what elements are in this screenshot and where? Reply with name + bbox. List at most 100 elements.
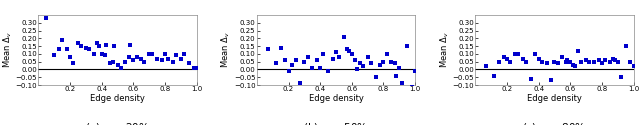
Point — [113, 64, 123, 66]
Point — [628, 65, 639, 67]
Point — [331, 51, 341, 53]
Point — [302, 56, 312, 58]
Point — [537, 61, 547, 63]
Point — [93, 45, 104, 47]
Point — [344, 50, 354, 52]
Point — [323, 70, 333, 72]
Point — [41, 17, 51, 19]
Point — [97, 53, 107, 55]
Point — [561, 61, 571, 63]
Point — [89, 53, 99, 55]
Point — [176, 58, 186, 59]
Point — [597, 62, 607, 64]
Point — [581, 59, 591, 61]
Point — [549, 61, 559, 63]
Point — [557, 56, 568, 58]
Text: (c) $p_r = 80\%$: (c) $p_r = 80\%$ — [522, 121, 586, 125]
Point — [108, 61, 118, 63]
Point — [342, 48, 352, 50]
Y-axis label: Mean $\Delta_v$: Mean $\Delta_v$ — [438, 32, 451, 68]
Point — [531, 53, 541, 55]
Point — [84, 48, 94, 50]
Text: (a) $p_r = 20\%$: (a) $p_r = 20\%$ — [85, 121, 150, 125]
Point — [552, 62, 563, 64]
Point — [509, 53, 520, 55]
Point — [179, 53, 189, 55]
Point — [570, 65, 580, 67]
Point — [378, 61, 388, 63]
Point — [157, 59, 167, 61]
Point — [494, 61, 504, 63]
X-axis label: Edge density: Edge density — [527, 94, 582, 103]
Point — [280, 59, 291, 61]
X-axis label: Edge density: Edge density — [90, 94, 145, 103]
Point — [358, 65, 368, 67]
Point — [387, 61, 397, 63]
Point — [140, 61, 150, 63]
X-axis label: Edge density: Edge density — [308, 94, 364, 103]
Point — [171, 54, 181, 56]
Point — [125, 44, 135, 46]
Point — [355, 62, 365, 64]
Point — [100, 54, 110, 56]
Point — [589, 61, 599, 63]
Point — [334, 56, 344, 58]
Point — [394, 67, 404, 69]
Point — [271, 62, 281, 64]
Point — [101, 44, 111, 46]
Point — [328, 58, 338, 59]
Point — [131, 56, 141, 58]
Point — [49, 54, 60, 56]
Point — [184, 62, 194, 64]
Y-axis label: Mean $\Delta_v$: Mean $\Delta_v$ — [220, 32, 232, 68]
Point — [534, 58, 544, 59]
Point — [546, 79, 556, 81]
Point — [502, 58, 512, 59]
Point — [391, 75, 401, 77]
Point — [390, 62, 400, 64]
Point — [128, 59, 138, 61]
Point — [147, 53, 157, 55]
Point — [104, 62, 115, 64]
Point — [188, 67, 198, 69]
Point — [81, 47, 91, 49]
Point — [168, 61, 178, 63]
Point — [163, 58, 173, 59]
Point — [594, 59, 604, 61]
Point — [124, 56, 134, 58]
Point — [291, 59, 301, 61]
Point — [312, 59, 322, 61]
Point — [616, 76, 626, 78]
Point — [407, 86, 417, 87]
Point — [513, 53, 523, 55]
Point — [521, 61, 531, 63]
Point — [573, 50, 583, 52]
Point — [76, 45, 86, 47]
Text: (b) $p_r = 50\%$: (b) $p_r = 50\%$ — [303, 121, 369, 125]
Point — [381, 53, 392, 55]
Point — [57, 39, 67, 41]
Point — [576, 61, 586, 63]
Point — [397, 82, 408, 84]
Point — [350, 59, 360, 61]
Point — [339, 36, 349, 38]
Point — [294, 82, 305, 84]
Point — [92, 42, 102, 44]
Point — [120, 61, 131, 63]
Point — [365, 62, 376, 64]
Y-axis label: Mean $\Delta_v$: Mean $\Delta_v$ — [1, 32, 14, 68]
Point — [605, 61, 615, 63]
Point — [609, 59, 620, 61]
Point — [499, 56, 509, 58]
Point — [136, 58, 147, 59]
Point — [608, 58, 618, 59]
Point — [68, 62, 78, 64]
Point — [612, 61, 623, 63]
Point — [62, 48, 72, 50]
Point — [410, 70, 420, 72]
Point — [562, 59, 572, 61]
Point — [144, 53, 154, 55]
Point — [275, 47, 285, 49]
Point — [525, 78, 536, 80]
Point — [584, 61, 595, 63]
